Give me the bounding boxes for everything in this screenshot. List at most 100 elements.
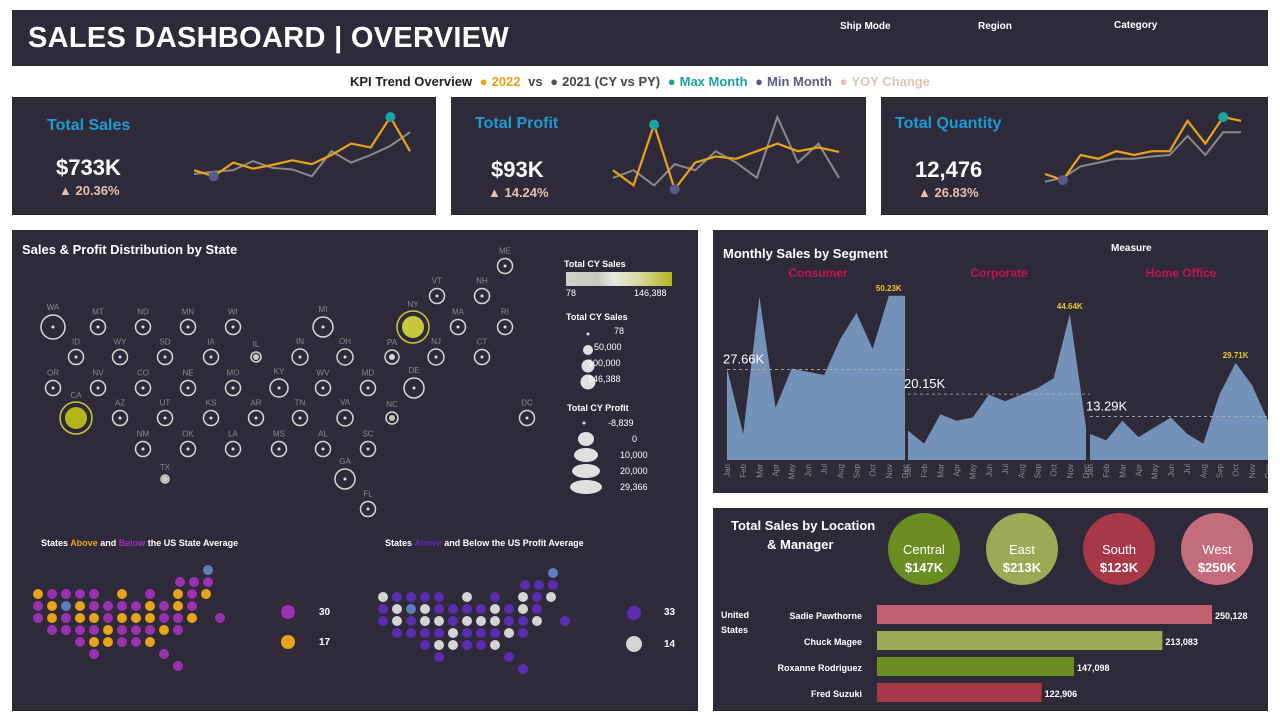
legend-cy: 2022 bbox=[491, 74, 521, 89]
avg-sales-title: States Above and Below the US State Aver… bbox=[41, 538, 238, 548]
month-tick: May bbox=[788, 464, 797, 479]
avg-sales-tile bbox=[189, 577, 199, 587]
region-bubble-east: East $213K bbox=[986, 513, 1058, 585]
kpi-title: Total Quantity bbox=[895, 115, 1002, 132]
avg-profit-legend-below bbox=[627, 606, 641, 620]
state-dot bbox=[343, 477, 347, 481]
legend-profit-v3: 10,000 bbox=[620, 450, 648, 460]
month-tick: Mar bbox=[936, 464, 945, 478]
state-label: WV bbox=[317, 369, 331, 378]
state-label: TN bbox=[295, 399, 306, 408]
state-label: NY bbox=[407, 300, 419, 309]
legend-min-dot: ● bbox=[755, 74, 763, 89]
avg-sales-tile bbox=[159, 613, 169, 623]
manager-name: Sadie Pawthorne bbox=[789, 611, 862, 621]
state-marker-ok: OK bbox=[179, 430, 197, 458]
month-tick: Aug bbox=[1017, 464, 1026, 478]
state-label: FL bbox=[363, 490, 373, 499]
state-dot bbox=[366, 447, 370, 451]
avg-sales-tile bbox=[89, 601, 99, 611]
month-tick: Jan bbox=[723, 464, 732, 477]
state-label: VA bbox=[340, 398, 351, 407]
state-marker-az: AZ bbox=[111, 399, 129, 427]
state-ring bbox=[270, 440, 288, 458]
avg-sales-suffix: the US State Average bbox=[147, 538, 239, 548]
location-panel: Total Sales by Location & Manager United… bbox=[713, 508, 1268, 711]
avg-sales-tile bbox=[47, 613, 57, 623]
state-dot bbox=[96, 325, 100, 329]
state-map: ME VT NH WA MT ND MN WI MI NY MA RI ID WY SD IA IL IN OH PA… bbox=[33, 247, 642, 674]
avg-sales-and: and bbox=[100, 538, 117, 548]
state-marker-me: ME bbox=[496, 247, 514, 275]
state-label: KS bbox=[206, 399, 217, 408]
state-label: SD bbox=[159, 338, 170, 347]
avg-profit-tile bbox=[420, 604, 430, 614]
state-ring bbox=[224, 379, 242, 397]
measure-label[interactable]: Measure bbox=[1111, 243, 1152, 254]
kpi-change: ▲ 14.24% bbox=[488, 185, 549, 200]
legend-yoy-dot: ● bbox=[839, 74, 848, 89]
segment-title: Monthly Sales by Segment bbox=[723, 246, 888, 261]
state-marker-nv: NV bbox=[89, 369, 107, 397]
state-dot bbox=[434, 355, 438, 359]
kpi-panel-sales: Total Sales $733K ▲ 20.36% bbox=[12, 97, 436, 215]
legend-profit-dot bbox=[582, 421, 586, 425]
segment-max-label: 29.71K bbox=[1223, 351, 1249, 360]
legend-py-dot: ● bbox=[550, 74, 559, 89]
state-ring bbox=[224, 440, 242, 458]
state-marker-wy: WY bbox=[111, 338, 129, 366]
state-ring bbox=[396, 310, 430, 344]
avg-sales-above: Above bbox=[70, 538, 98, 548]
state-marker-nj: NJ bbox=[427, 337, 445, 366]
state-label: WY bbox=[114, 338, 128, 347]
avg-profit-above: Above bbox=[414, 538, 442, 548]
legend-size-v4: 146,388 bbox=[588, 374, 621, 384]
segment-max-label: 44.64K bbox=[1057, 302, 1083, 311]
avg-sales-tile bbox=[131, 625, 141, 635]
state-label: TX bbox=[160, 463, 171, 472]
state-label: MS bbox=[273, 430, 285, 439]
state-dot bbox=[456, 325, 460, 329]
avg-profit-tile bbox=[434, 592, 444, 602]
state-label: CO bbox=[137, 369, 149, 378]
cy-line bbox=[612, 121, 840, 192]
state-label: KY bbox=[274, 367, 285, 376]
max-month-point bbox=[649, 119, 660, 130]
filter-ship-mode[interactable]: Ship Mode bbox=[840, 21, 891, 32]
avg-profit-tile bbox=[392, 592, 402, 602]
state-dot bbox=[96, 386, 100, 390]
cy-line bbox=[1044, 115, 1242, 182]
region-circle bbox=[1083, 513, 1155, 585]
kpi-sparkline bbox=[1044, 112, 1242, 186]
avg-sales-tile bbox=[187, 601, 197, 611]
segment-avg-label: 27.66K bbox=[723, 352, 765, 367]
state-marker-or: OR bbox=[44, 369, 62, 397]
avg-sales-tile bbox=[187, 613, 197, 623]
legend-sales-min: 78 bbox=[566, 288, 577, 298]
state-label: IL bbox=[253, 340, 260, 349]
state-label: AL bbox=[318, 430, 328, 439]
state-marker-wi: WI bbox=[224, 308, 242, 336]
state-marker-md: MD bbox=[359, 369, 377, 397]
manager-name: Fred Suzuki bbox=[811, 689, 862, 699]
state-ring bbox=[385, 411, 399, 425]
region-name: West bbox=[1202, 542, 1232, 557]
filter-category[interactable]: Category bbox=[1114, 20, 1158, 31]
avg-profit-tile bbox=[504, 652, 514, 662]
state-ring bbox=[40, 314, 66, 340]
state-dot bbox=[277, 447, 281, 451]
legend-profit-dot bbox=[570, 480, 602, 494]
month-tick: May bbox=[1151, 464, 1160, 479]
state-dot bbox=[412, 386, 416, 390]
avg-profit-tile bbox=[490, 640, 500, 650]
avg-profit-tile bbox=[476, 628, 486, 638]
month-tick: Mar bbox=[755, 464, 764, 478]
avg-sales-count-above: 17 bbox=[319, 637, 331, 648]
legend-size-v1: 78 bbox=[614, 326, 625, 336]
state-ring bbox=[427, 348, 445, 366]
avg-sales-tile bbox=[75, 613, 85, 623]
state-marker-ks: KS bbox=[202, 399, 220, 427]
avg-sales-tile bbox=[75, 601, 85, 611]
filter-region[interactable]: Region bbox=[978, 21, 1012, 32]
py-line bbox=[612, 114, 840, 187]
